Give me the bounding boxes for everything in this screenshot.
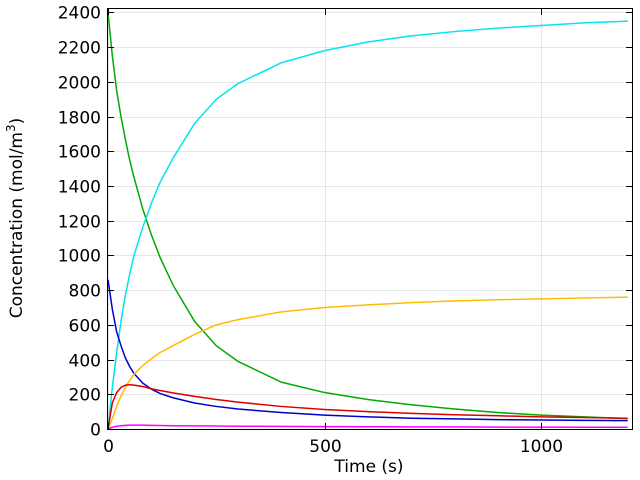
y-axis-label-main: Concentration (mol/m [7, 132, 27, 318]
tick-layer: 0 200 400 600 800 1000 1200 1400 1600 1800 2000 220… [58, 4, 632, 457]
y-tick-label: 1400 [58, 178, 101, 198]
y-axis-label-superscript: 3 [4, 124, 18, 132]
y-tick-label: 2200 [58, 39, 101, 59]
y-tick-label: 1800 [58, 109, 101, 129]
y-tick-label: 800 [69, 282, 101, 302]
series-line-3 [107, 279, 628, 422]
y-axis-label: Concentration (mol/m3) [4, 118, 27, 319]
y-axis-label-suffix: ) [7, 118, 27, 125]
x-axis-label: Time (s) [333, 457, 403, 477]
y-tick-label: 1000 [58, 247, 101, 267]
y-tick-label: 600 [69, 317, 101, 337]
y-tick-label: 0 [90, 421, 101, 441]
y-tick-label: 2400 [58, 4, 101, 24]
y-tick-label: 200 [69, 386, 101, 406]
y-tick-label: 2000 [58, 74, 101, 94]
x-tick-label: 1000 [520, 437, 563, 457]
y-tick-label: 1600 [58, 143, 101, 163]
series-line-1 [107, 12, 628, 420]
series-line-6 [107, 424, 628, 430]
x-tick-label: 0 [103, 437, 114, 457]
x-tick-label: 500 [309, 437, 341, 457]
series-line-5 [107, 383, 628, 430]
plot-frame [107, 8, 633, 430]
series-line-2 [107, 20, 628, 430]
series-line-4 [107, 296, 628, 430]
y-tick-label: 400 [69, 352, 101, 372]
grid-layer [108, 9, 632, 430]
y-tick-label: 1200 [58, 213, 101, 233]
series-layer [107, 12, 628, 430]
